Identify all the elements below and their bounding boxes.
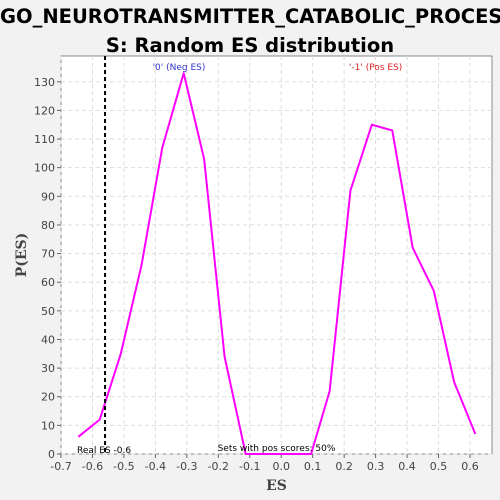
y-tick-label: 60 <box>41 276 55 289</box>
y-tick-label: 50 <box>41 305 55 318</box>
plot-area <box>60 55 493 455</box>
chart-title-line-1: GO_NEUROTRANSMITTER_CATABOLIC_PROCES <box>0 5 500 28</box>
x-tick-label: -0.1 <box>239 460 260 473</box>
chart-title-line-2: S: Random ES distribution <box>105 34 395 57</box>
series-layer <box>77 56 477 455</box>
y-tick-label: 120 <box>34 104 55 117</box>
x-tick-label: 0.1 <box>304 460 322 473</box>
y-tick-label: 20 <box>41 391 55 404</box>
x-tick-label: 0.6 <box>461 460 479 473</box>
x-tick-label: 0.2 <box>335 460 353 473</box>
x-tick-label: -0.5 <box>113 460 134 473</box>
pos-scores-label: Sets with pos scores: 50% <box>218 444 336 454</box>
neg-es-label: '0' (Neg ES) <box>153 63 206 73</box>
x-axis-label: ES <box>266 478 287 494</box>
x-tick-label: 0.0 <box>272 460 290 473</box>
y-tick-label: 0 <box>48 448 55 461</box>
axes: -0.7 -0.6 -0.5 -0.4 -0.3 -0.2 -0.1 0.0 0.1 0.2 0.3… <box>34 76 479 473</box>
y-tick-label: 70 <box>41 248 55 261</box>
y-tick-label: 110 <box>34 133 55 146</box>
x-tick-label: 0.4 <box>398 460 416 473</box>
y-axis-label: P(ES) <box>14 233 30 278</box>
pos-es-label: '-1' (Pos ES) <box>349 63 402 73</box>
x-tick-label: -0.2 <box>208 460 229 473</box>
y-tick-label: 10 <box>41 419 55 432</box>
x-tick-label: -0.7 <box>50 460 71 473</box>
y-tick-label: 30 <box>41 362 55 375</box>
annotation-layer: '0' (Neg ES) '-1' (Pos ES) Real ES -0.6 Set… <box>77 63 402 456</box>
chart-title: GO_NEUROTRANSMITTER_CATABOLIC_PROCES S: … <box>0 2 500 60</box>
real-es-label: Real ES -0.6 <box>77 446 131 456</box>
x-tick-label: -0.6 <box>82 460 103 473</box>
es-distribution-line <box>77 72 477 455</box>
y-tick-label: 40 <box>41 333 55 346</box>
y-tick-label: 100 <box>34 162 55 175</box>
y-tick-label: 90 <box>41 190 55 203</box>
x-tick-label: 0.5 <box>430 460 448 473</box>
grid-lines <box>60 56 492 455</box>
y-tick-label: 130 <box>34 76 55 89</box>
y-tick-label: 80 <box>41 219 55 232</box>
x-tick-label: 0.3 <box>367 460 385 473</box>
x-tick-label: -0.4 <box>145 460 166 473</box>
x-tick-label: -0.3 <box>176 460 197 473</box>
